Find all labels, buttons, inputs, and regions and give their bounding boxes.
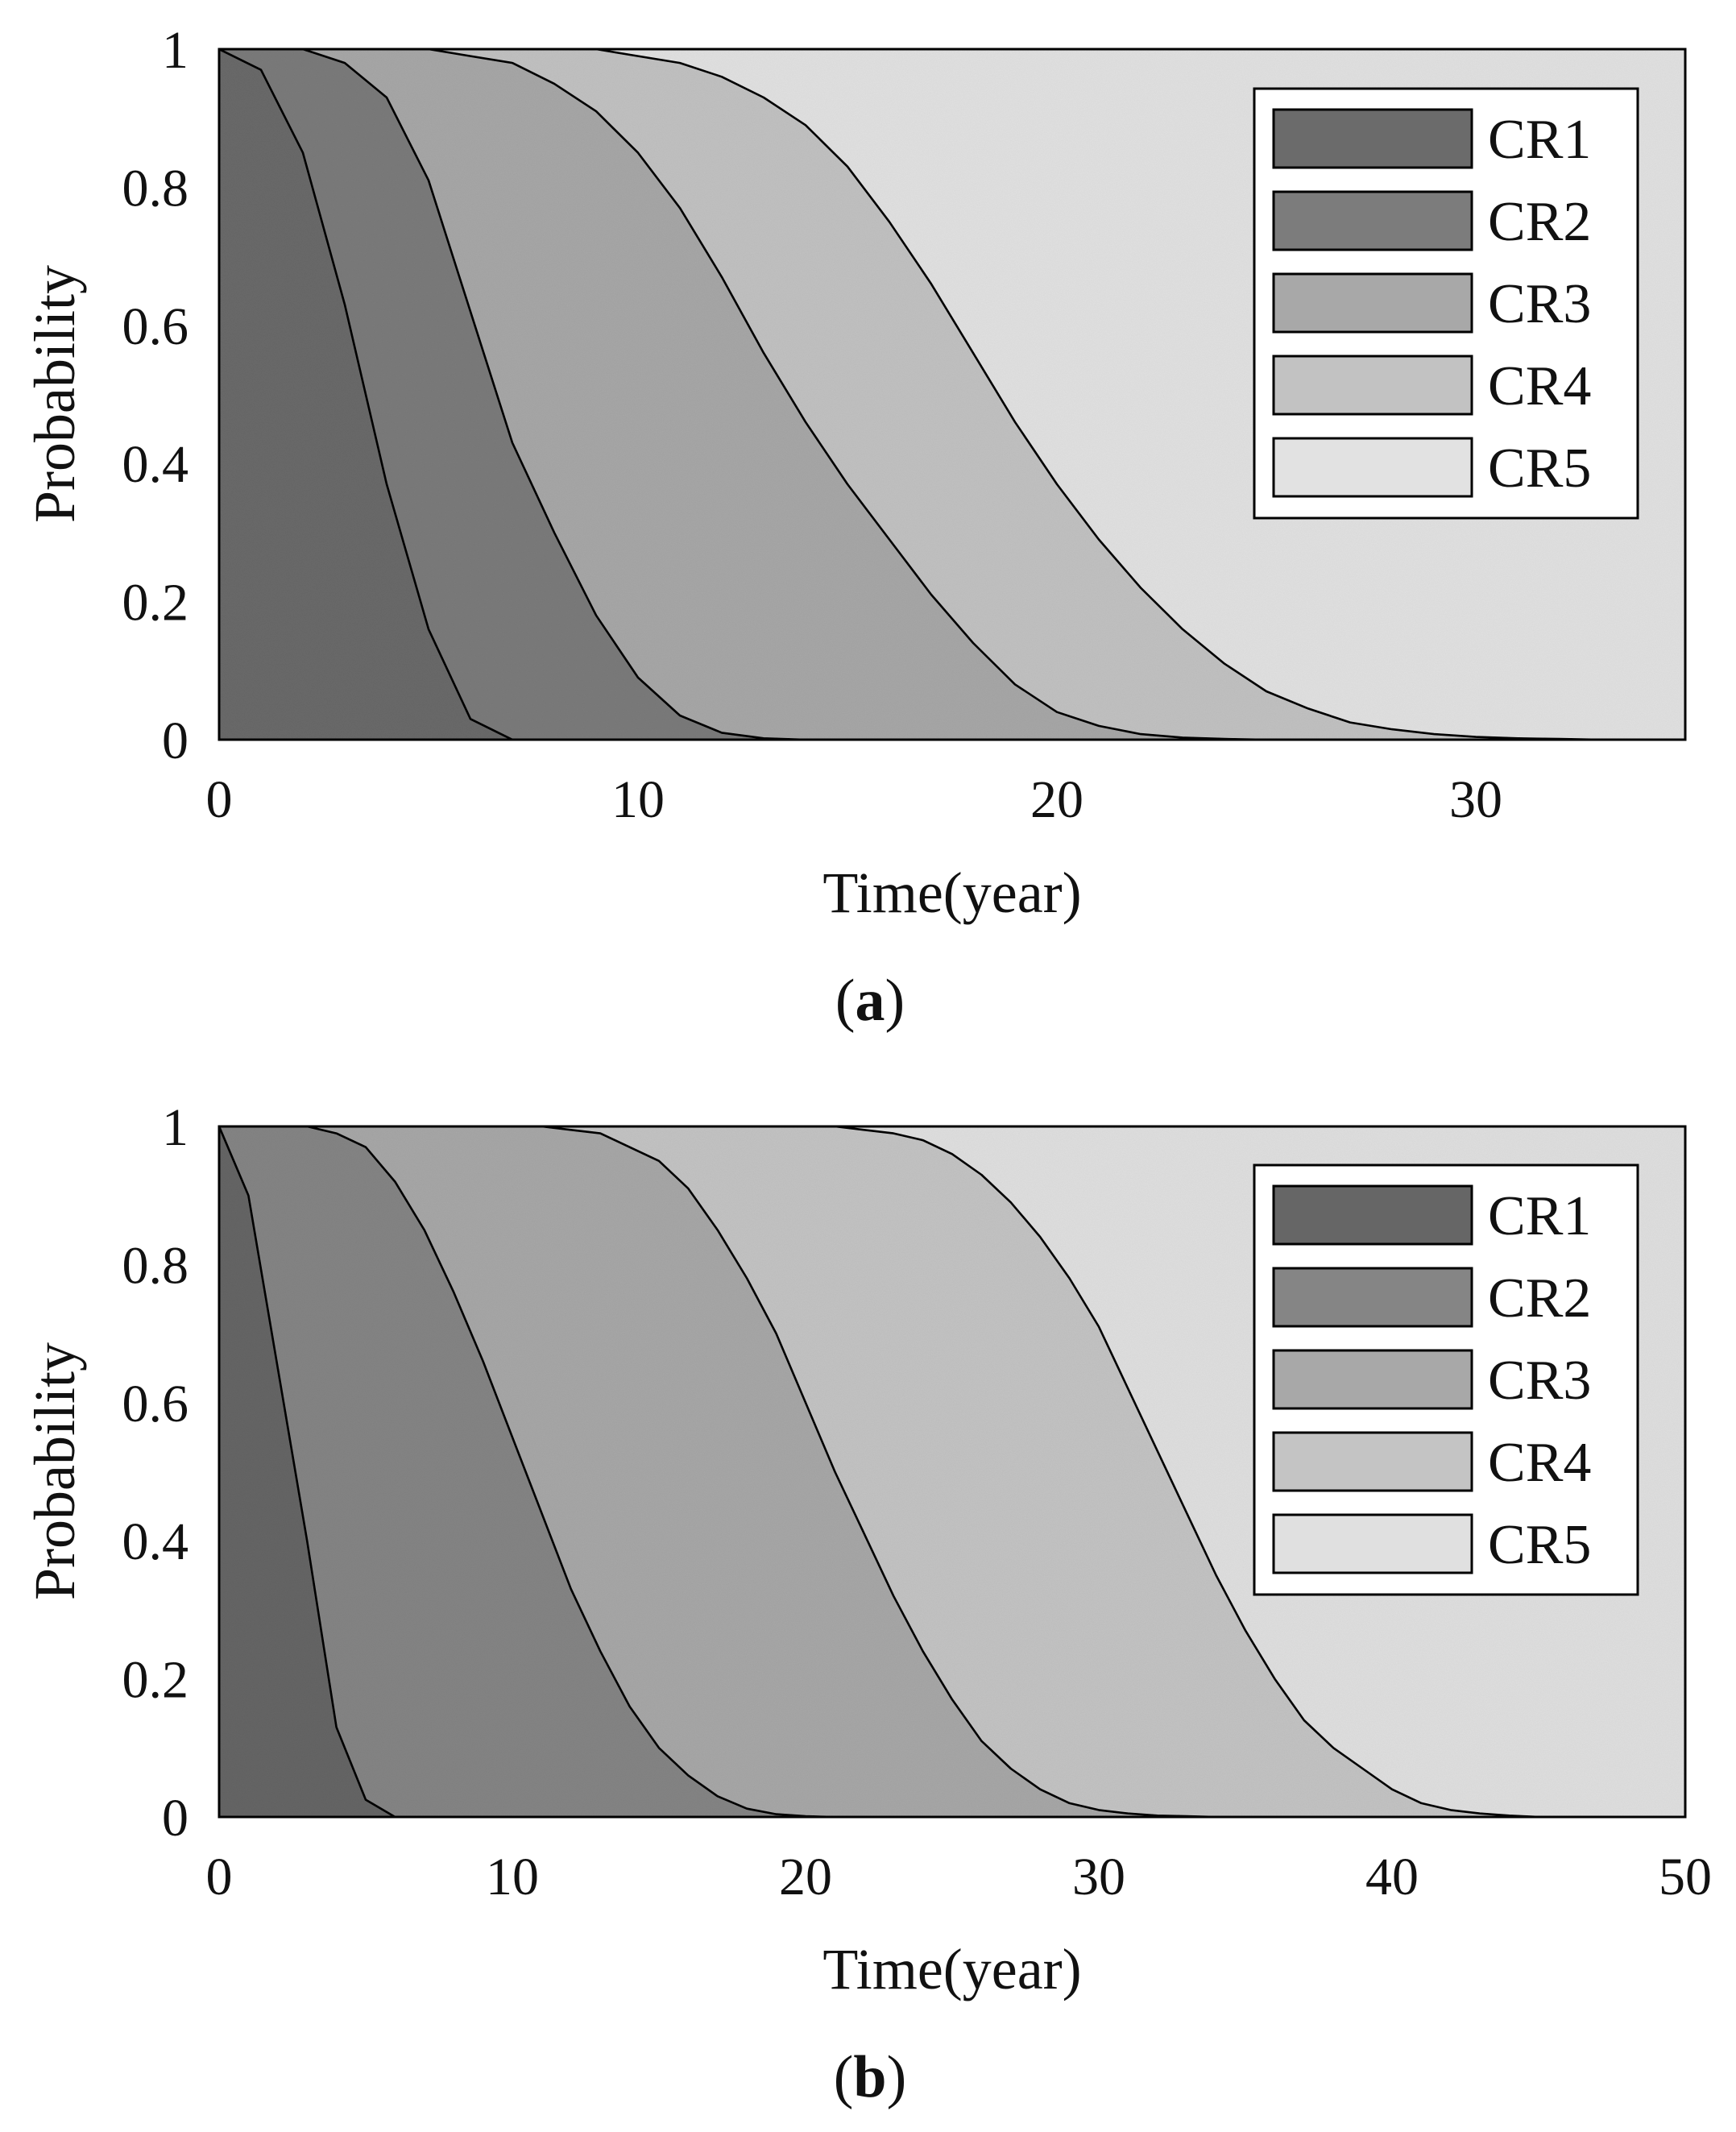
- chart-a-caption-close: ): [885, 968, 905, 1034]
- chart-a-legend-label-cr3: CR3: [1488, 273, 1591, 335]
- chart-a-legend: CR1 CR2 CR3 CR4 CR5: [1253, 87, 1639, 520]
- chart-b-ytick-label: 0.6: [122, 1375, 189, 1433]
- chart-a-ytick-label: 0.6: [122, 297, 189, 356]
- chart-b-xlabel: Time(year): [822, 1937, 1081, 2001]
- chart-a-frame: [218, 48, 1687, 741]
- chart-b-ytick-label: 0.2: [122, 1651, 189, 1710]
- chart-b-yticks: 0 0.2 0.4 0.6 0.8 1: [122, 1098, 189, 1848]
- chart-b-caption: (b): [834, 2044, 906, 2110]
- chart-a-legend-swatch-cr5: [1272, 437, 1473, 498]
- chart-b-legend-label-cr3: CR3: [1488, 1350, 1591, 1412]
- chart-b-ylabel: Probability: [23, 1342, 87, 1600]
- chart-b-xticks: 0 10 20 30 40 50: [206, 1848, 1713, 1906]
- chart-b-caption-open: (: [834, 2044, 854, 2110]
- chart-a-xtick-label: 20: [1030, 770, 1083, 829]
- chart-a-yticks: 0 0.2 0.4 0.6 0.8 1: [122, 21, 189, 770]
- chart-a-ytick-label: 0.8: [122, 159, 189, 218]
- chart-a-legend-swatch-cr3: [1272, 272, 1473, 334]
- chart-b-legend-entries: CR1 CR2 CR3 CR4 CR5: [1272, 1184, 1591, 1576]
- chart-a-ytick-label: 0.2: [122, 574, 189, 633]
- chart-a-caption-letter: a: [856, 968, 885, 1034]
- chart-a-ylabel: Probability: [23, 265, 87, 523]
- chart-b-frame: [218, 1125, 1687, 1819]
- chart-b-ytick-label: 0: [162, 1789, 189, 1848]
- chart-b-legend-swatch-cr5: [1272, 1513, 1473, 1574]
- chart-b-xtick-label: 10: [486, 1848, 539, 1906]
- chart-a-xlabel: Time(year): [822, 861, 1081, 925]
- chart-b-xtick-label: 30: [1072, 1848, 1125, 1906]
- chart-b-legend-swatch-cr4: [1272, 1431, 1473, 1492]
- chart-b-caption-close: ): [887, 2044, 907, 2110]
- chart-b-legend-swatch-cr1: [1272, 1184, 1473, 1246]
- chart-a-ytick-label: 1: [162, 21, 189, 80]
- chart-b: 0 0.2 0.4 0.6 0.8 1 0 10 20 30 40 50 Probability T…: [23, 1098, 1712, 2110]
- chart-b-legend-label-cr4: CR4: [1488, 1432, 1591, 1494]
- chart-a-legend-swatch-cr2: [1272, 190, 1473, 251]
- chart-a-xtick-label: 10: [611, 770, 665, 829]
- chart-a-legend-label-cr1: CR1: [1488, 109, 1591, 171]
- chart-a: 0 0.2 0.4 0.6 0.8 1 0 10 20 30 Probability Time(…: [23, 21, 1687, 1034]
- chart-b-legend-swatch-cr2: [1272, 1267, 1473, 1328]
- chart-b-xtick-label: 0: [206, 1848, 233, 1906]
- chart-a-caption-open: (: [835, 968, 856, 1034]
- chart-a-ytick-label: 0.4: [122, 435, 189, 494]
- chart-b-ytick-label: 1: [162, 1098, 189, 1157]
- chart-b-xtick-label: 40: [1365, 1848, 1419, 1906]
- chart-b-caption-letter: b: [853, 2044, 886, 2110]
- chart-b-legend-label-cr5: CR5: [1488, 1514, 1591, 1576]
- chart-b-legend-swatch-cr3: [1272, 1349, 1473, 1410]
- chart-a-legend-swatch-cr4: [1272, 355, 1473, 416]
- chart-b-ytick-label: 0.4: [122, 1512, 189, 1571]
- chart-b-xtick-label: 20: [779, 1848, 832, 1906]
- chart-b-legend-label-cr1: CR1: [1488, 1185, 1591, 1247]
- chart-a-legend-label-cr5: CR5: [1488, 438, 1591, 500]
- chart-b-legend-label-cr2: CR2: [1488, 1267, 1591, 1329]
- chart-b-ytick-label: 0.8: [122, 1236, 189, 1295]
- chart-a-legend-swatch-cr1: [1272, 108, 1473, 169]
- chart-a-caption: (a): [835, 968, 905, 1034]
- chart-a-xticks: 0 10 20 30: [206, 770, 1503, 829]
- chart-a-ytick-label: 0: [162, 711, 189, 770]
- chart-b-legend: CR1 CR2 CR3 CR4 CR5: [1253, 1163, 1639, 1596]
- chart-b-xtick-label: 50: [1659, 1848, 1712, 1906]
- chart-a-legend-label-cr4: CR4: [1488, 355, 1591, 417]
- chart-a-legend-label-cr2: CR2: [1488, 191, 1591, 253]
- chart-a-legend-entries: CR1 CR2 CR3 CR4 CR5: [1272, 108, 1591, 500]
- chart-a-xtick-label: 0: [206, 770, 233, 829]
- chart-a-xtick-label: 30: [1449, 770, 1502, 829]
